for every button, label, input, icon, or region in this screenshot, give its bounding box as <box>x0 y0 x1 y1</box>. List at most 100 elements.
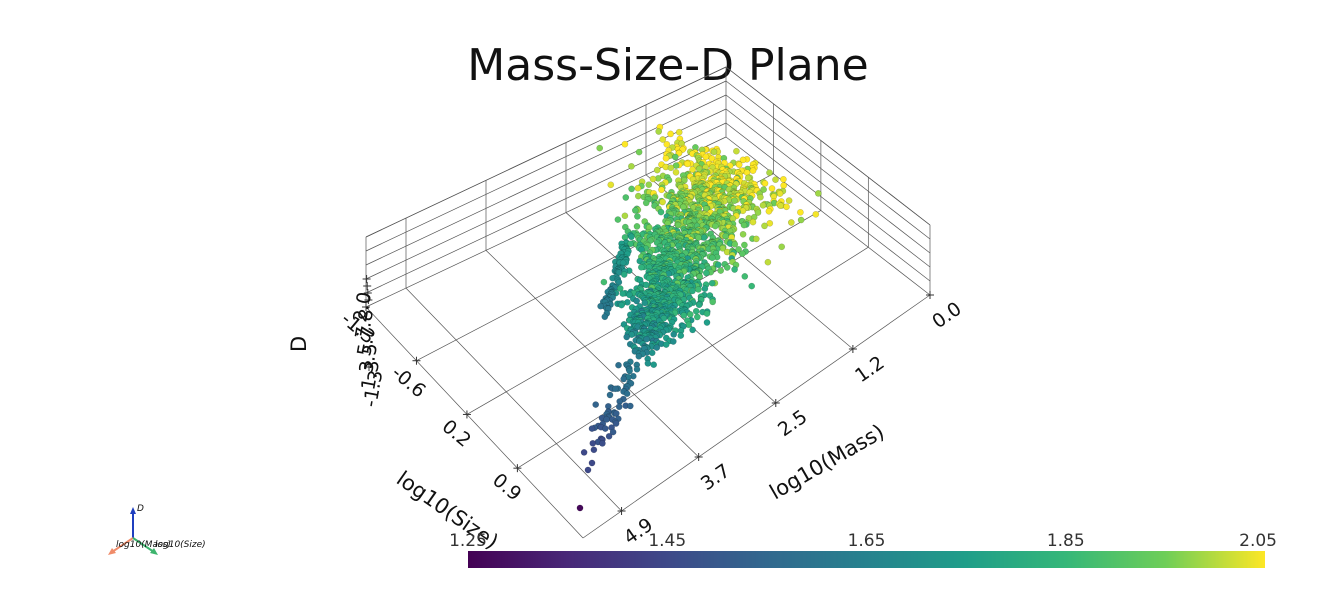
data-point <box>761 222 768 230</box>
data-point <box>588 459 596 467</box>
data-point <box>703 319 711 326</box>
data-point <box>675 128 683 136</box>
data-point <box>633 223 641 230</box>
data-point <box>696 273 704 280</box>
data-point <box>689 166 696 173</box>
data-point <box>785 197 793 204</box>
data-point <box>627 240 634 248</box>
back-wall-level <box>365 80 727 252</box>
data-point <box>633 297 641 305</box>
data-point <box>644 360 652 367</box>
colorbar-tick-label: 1.45 <box>648 531 686 551</box>
x-tick-label: 3.7 <box>697 460 734 495</box>
data-point <box>677 332 685 339</box>
data-point <box>606 391 614 399</box>
data-point <box>670 331 678 338</box>
data-point <box>700 234 708 241</box>
data-point <box>708 254 716 262</box>
data-point <box>643 335 650 343</box>
data-point <box>580 449 588 456</box>
data-point <box>787 219 795 226</box>
data-point <box>626 291 633 299</box>
colorbar-gradient <box>468 551 1265 568</box>
data-point <box>649 175 657 183</box>
data-point <box>612 385 619 393</box>
orientation-axis-mass <box>111 537 134 553</box>
data-point <box>626 402 634 410</box>
data-points <box>576 123 822 512</box>
data-point <box>648 349 656 357</box>
back-wall-level <box>725 66 931 226</box>
data-point <box>675 149 683 157</box>
data-point <box>739 250 746 258</box>
data-point <box>596 144 604 152</box>
data-point <box>605 432 613 440</box>
chart-title: Mass-Size-D Plane <box>467 40 869 91</box>
orientation-arrow-size <box>150 548 158 555</box>
orientation-widget: D log10(Mass) log10(Size) <box>108 504 206 555</box>
data-point <box>735 246 742 253</box>
back-wall-level <box>725 122 931 282</box>
data-point <box>626 367 633 375</box>
data-point <box>714 261 722 269</box>
data-point <box>709 298 717 306</box>
data-point <box>710 148 718 156</box>
data-point <box>741 241 748 249</box>
orientation-arrow-mass <box>108 548 116 555</box>
data-point <box>645 181 653 189</box>
data-point <box>589 439 597 447</box>
data-point <box>642 281 650 289</box>
data-point <box>623 333 631 341</box>
data-point <box>776 190 784 197</box>
data-point <box>722 232 730 240</box>
data-point <box>739 156 747 164</box>
data-point <box>760 186 767 193</box>
data-point <box>778 243 786 251</box>
floor-grid-line <box>485 250 699 458</box>
data-point <box>692 307 700 315</box>
data-point <box>620 375 628 383</box>
data-point <box>733 147 740 155</box>
data-point <box>689 287 696 295</box>
data-point <box>702 269 710 277</box>
data-point <box>754 209 762 216</box>
z-tick-label: 2.0 <box>349 290 376 324</box>
data-point <box>662 341 670 348</box>
data-point <box>628 162 635 170</box>
data-point <box>642 199 650 207</box>
y-tick-label: 0.2 <box>438 415 475 451</box>
data-point <box>783 203 790 211</box>
data-point <box>680 312 688 319</box>
data-point <box>584 466 592 474</box>
data-point <box>766 169 773 177</box>
data-point <box>657 208 665 216</box>
colorbar-tick-label: 1.85 <box>1047 531 1085 551</box>
data-point <box>641 299 649 307</box>
back-wall-level <box>725 108 931 268</box>
z-axis-label: D <box>287 336 311 352</box>
data-point <box>658 186 665 194</box>
floor-edge <box>582 294 931 539</box>
floor-grid-line <box>405 287 622 512</box>
data-point <box>618 301 625 309</box>
data-point <box>597 302 604 310</box>
x-tick-label: 2.5 <box>774 406 811 441</box>
data-point <box>672 168 680 176</box>
floor-edge <box>725 136 931 296</box>
data-point <box>634 184 642 192</box>
data-point <box>766 219 774 227</box>
data-point <box>731 240 739 248</box>
data-point <box>590 446 598 454</box>
data-point <box>780 175 787 183</box>
data-point <box>659 136 667 143</box>
data-point <box>717 267 725 274</box>
orientation-arrow-d <box>130 507 136 514</box>
data-point <box>667 130 674 138</box>
data-point <box>814 190 822 197</box>
data-point <box>634 192 642 200</box>
colorbar: 1.25 1.45 1.65 1.85 2.05 <box>449 531 1277 568</box>
data-point <box>588 425 596 432</box>
data-point <box>701 285 709 293</box>
data-point <box>601 313 609 321</box>
